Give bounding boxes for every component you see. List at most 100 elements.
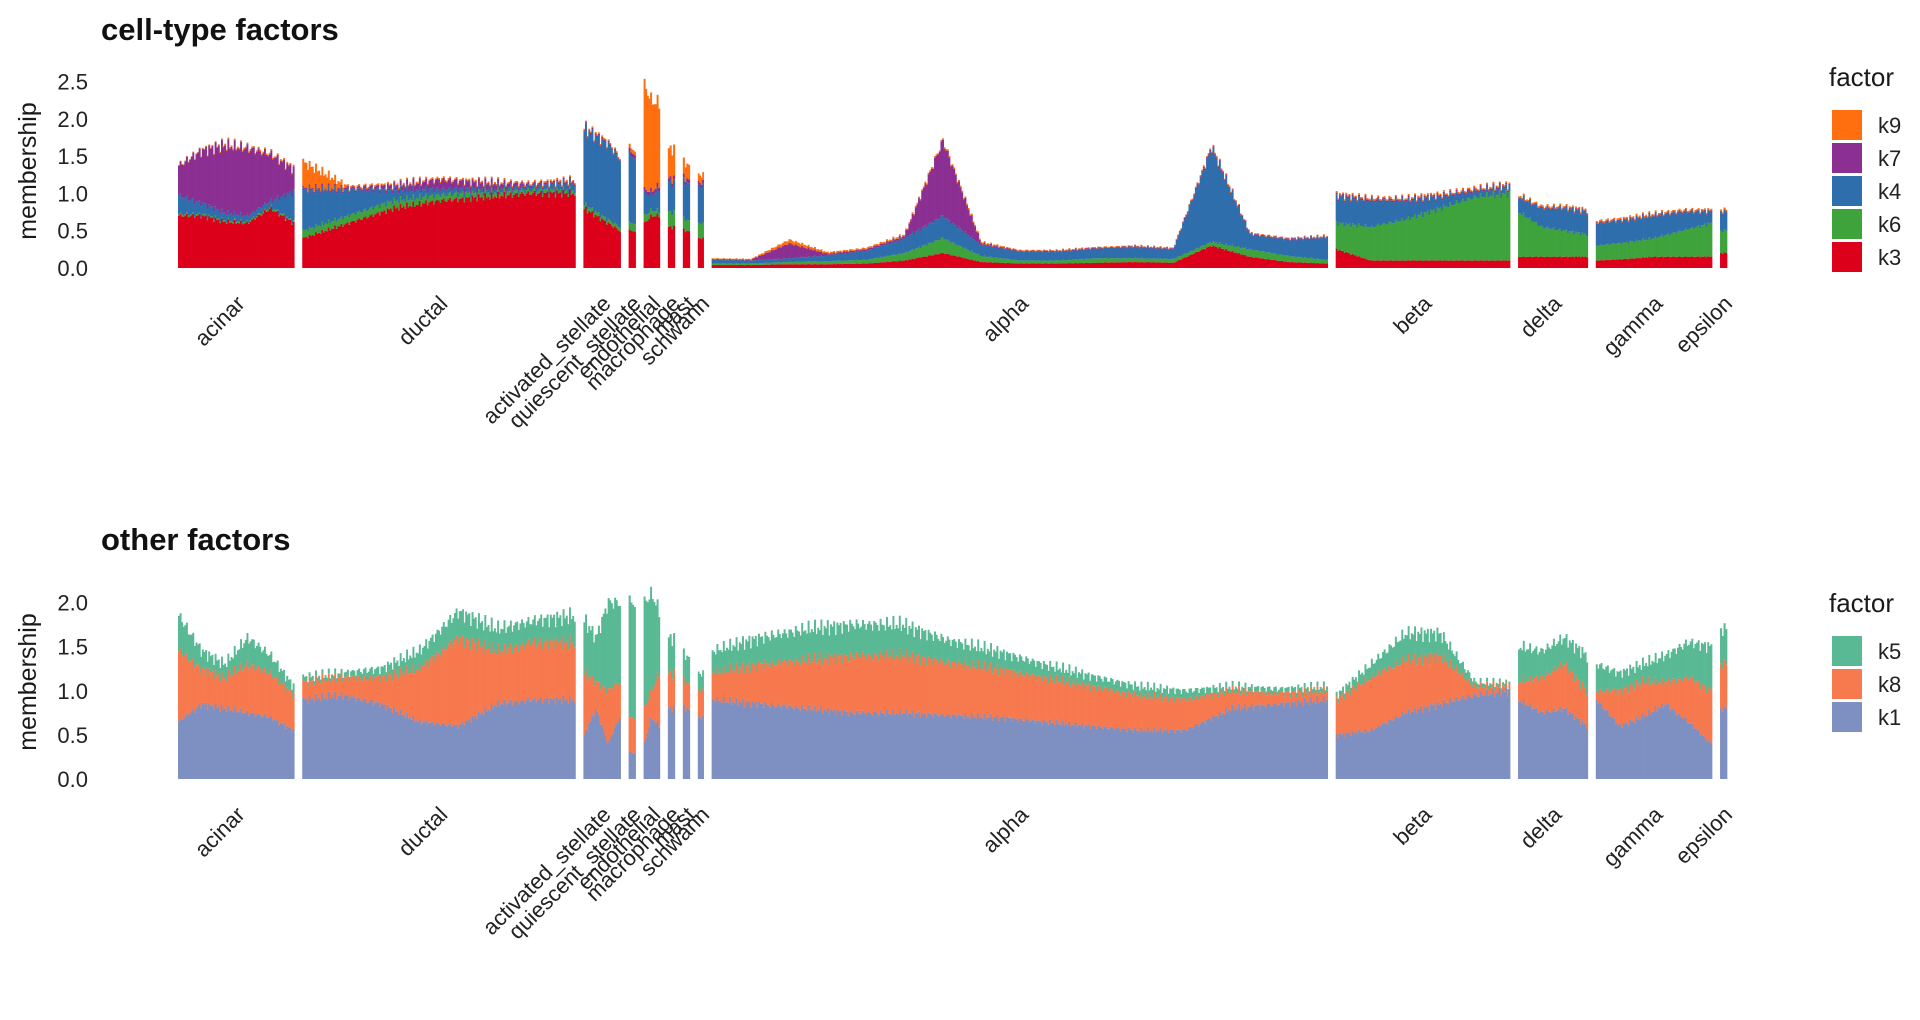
bar-alpha-k7 <box>1130 246 1133 248</box>
bar-alpha-k4 <box>810 256 813 262</box>
bar-activated_stellate-k7 <box>593 141 596 144</box>
bar-alpha-k9 <box>940 139 943 142</box>
bar-alpha-k9 <box>1066 249 1069 251</box>
bar-ductal-k3 <box>505 198 508 268</box>
bar-alpha-k6 <box>775 262 778 265</box>
bar-epsilon-k7 <box>1720 210 1723 212</box>
bar-alpha-k9 <box>1246 227 1249 229</box>
bar-gamma-k9 <box>1654 210 1657 212</box>
bar-ductal-k6 <box>505 194 508 199</box>
bar-alpha-k7 <box>1066 250 1069 252</box>
bar-acinar-k5 <box>281 671 284 685</box>
bar-alpha-k7 <box>1202 166 1205 168</box>
bar-beta-k4 <box>1423 197 1426 213</box>
bar-ductal-k3 <box>529 194 532 268</box>
bar-beta-k3 <box>1343 252 1346 268</box>
bar-alpha-k9 <box>1090 247 1093 248</box>
bar-alpha-k9 <box>1170 247 1173 249</box>
bar-beta-k9 <box>1372 198 1375 201</box>
bar-alpha-k7 <box>1081 248 1084 249</box>
bar-beta-k3 <box>1430 260 1433 268</box>
bar-ductal-k4 <box>308 186 311 227</box>
bar-beta-k9 <box>1337 198 1340 200</box>
bar-epsilon-k4 <box>1723 209 1726 230</box>
bar-activated_stellate-k3 <box>594 214 597 268</box>
bar-ductal-k5 <box>327 668 330 674</box>
bar-acinar-k8 <box>244 665 247 713</box>
bar-beta-k3 <box>1465 260 1468 268</box>
bar-acinar-k4 <box>209 206 212 217</box>
bar-acinar-k4 <box>281 195 284 215</box>
bar-alpha-k9 <box>1014 248 1016 250</box>
bar-alpha-k7 <box>1082 249 1085 251</box>
bar-acinar-k1 <box>193 712 196 779</box>
bar-alpha-k3 <box>1111 262 1114 268</box>
bar-gamma-k7 <box>1640 219 1643 220</box>
bar-beta-k6 <box>1393 222 1396 261</box>
bar-ductal-k6 <box>557 190 560 194</box>
bar-gamma-k3 <box>1618 259 1621 268</box>
bar-beta-k4 <box>1470 192 1472 200</box>
bar-gamma-k9 <box>1619 217 1622 219</box>
bar-ductal-k7 <box>562 177 565 180</box>
bar-alpha-k9 <box>1143 246 1146 247</box>
bar-ductal-k4 <box>461 186 464 192</box>
bar-alpha-k3 <box>926 256 928 268</box>
bar-alpha-k3 <box>822 264 824 268</box>
bar-alpha-k9 <box>1094 247 1096 248</box>
bar-alpha-k4 <box>1100 248 1103 259</box>
bar-alpha-k9 <box>1199 175 1202 177</box>
bar-alpha-k9 <box>1146 245 1149 246</box>
bar-ductal-k7 <box>497 178 500 184</box>
bar-acinar-k9 <box>181 163 184 165</box>
bar-alpha-k4 <box>935 218 938 241</box>
bar-alpha-k9 <box>860 248 863 251</box>
bar-alpha-k4 <box>839 253 842 261</box>
bar-ductal-k1 <box>332 697 335 779</box>
bar-alpha-k6 <box>1145 258 1148 263</box>
bar-macrophage-k4 <box>673 179 676 211</box>
bar-acinar-k9 <box>206 155 209 157</box>
bar-ductal-k4 <box>500 188 503 193</box>
bar-alpha-k7 <box>849 250 852 253</box>
bar-beta-k4 <box>1382 199 1385 224</box>
bar-gamma-k6 <box>1665 234 1668 257</box>
bar-alpha-k6 <box>1263 251 1266 259</box>
bar-alpha-k7 <box>900 238 903 241</box>
bar-alpha-k6 <box>793 262 796 265</box>
bar-gamma-k4 <box>1606 220 1609 244</box>
bar-gamma-k6 <box>1699 228 1702 258</box>
bar-ductal-k6 <box>471 190 474 196</box>
bar-alpha-k3 <box>1271 260 1274 268</box>
bar-ductal-k4 <box>441 188 444 195</box>
bar-alpha-k3 <box>996 262 999 268</box>
bar-alpha-k3 <box>815 264 818 268</box>
bar-alpha-k4 <box>978 244 981 256</box>
bar-ductal-k3 <box>430 201 432 268</box>
bar-ductal-k9 <box>362 184 365 187</box>
bar-beta-k6 <box>1354 224 1357 256</box>
bar-epsilon-k7 <box>1725 211 1728 213</box>
bar-ductal-k3 <box>372 217 375 268</box>
bar-alpha-k3 <box>734 265 736 268</box>
bar-acinar-k5 <box>206 661 209 678</box>
bar-alpha-k7 <box>730 259 733 261</box>
bar-ductal-k6 <box>406 195 409 203</box>
bar-ductal-k3 <box>310 235 313 268</box>
bar-acinar-k8 <box>224 677 227 709</box>
bar-ductal-k9 <box>460 179 463 181</box>
bar-acinar-k8 <box>286 687 289 726</box>
bar-acinar-k1 <box>267 718 270 779</box>
bar-alpha-k6 <box>713 263 716 266</box>
bar-ductal-k5 <box>308 672 311 677</box>
bar-alpha-k9 <box>745 258 748 260</box>
bar-ductal-k7 <box>444 181 447 190</box>
bar-ductal-k7 <box>546 180 549 183</box>
bar-acinar-k5 <box>249 641 252 667</box>
bar-alpha-k7 <box>812 250 815 257</box>
bar-alpha-k9 <box>839 250 842 253</box>
bar-alpha-k3 <box>1218 246 1221 268</box>
bar-alpha-k7 <box>1276 238 1279 239</box>
bar-alpha-k4 <box>1215 158 1218 243</box>
bar-alpha-k6 <box>982 256 984 263</box>
